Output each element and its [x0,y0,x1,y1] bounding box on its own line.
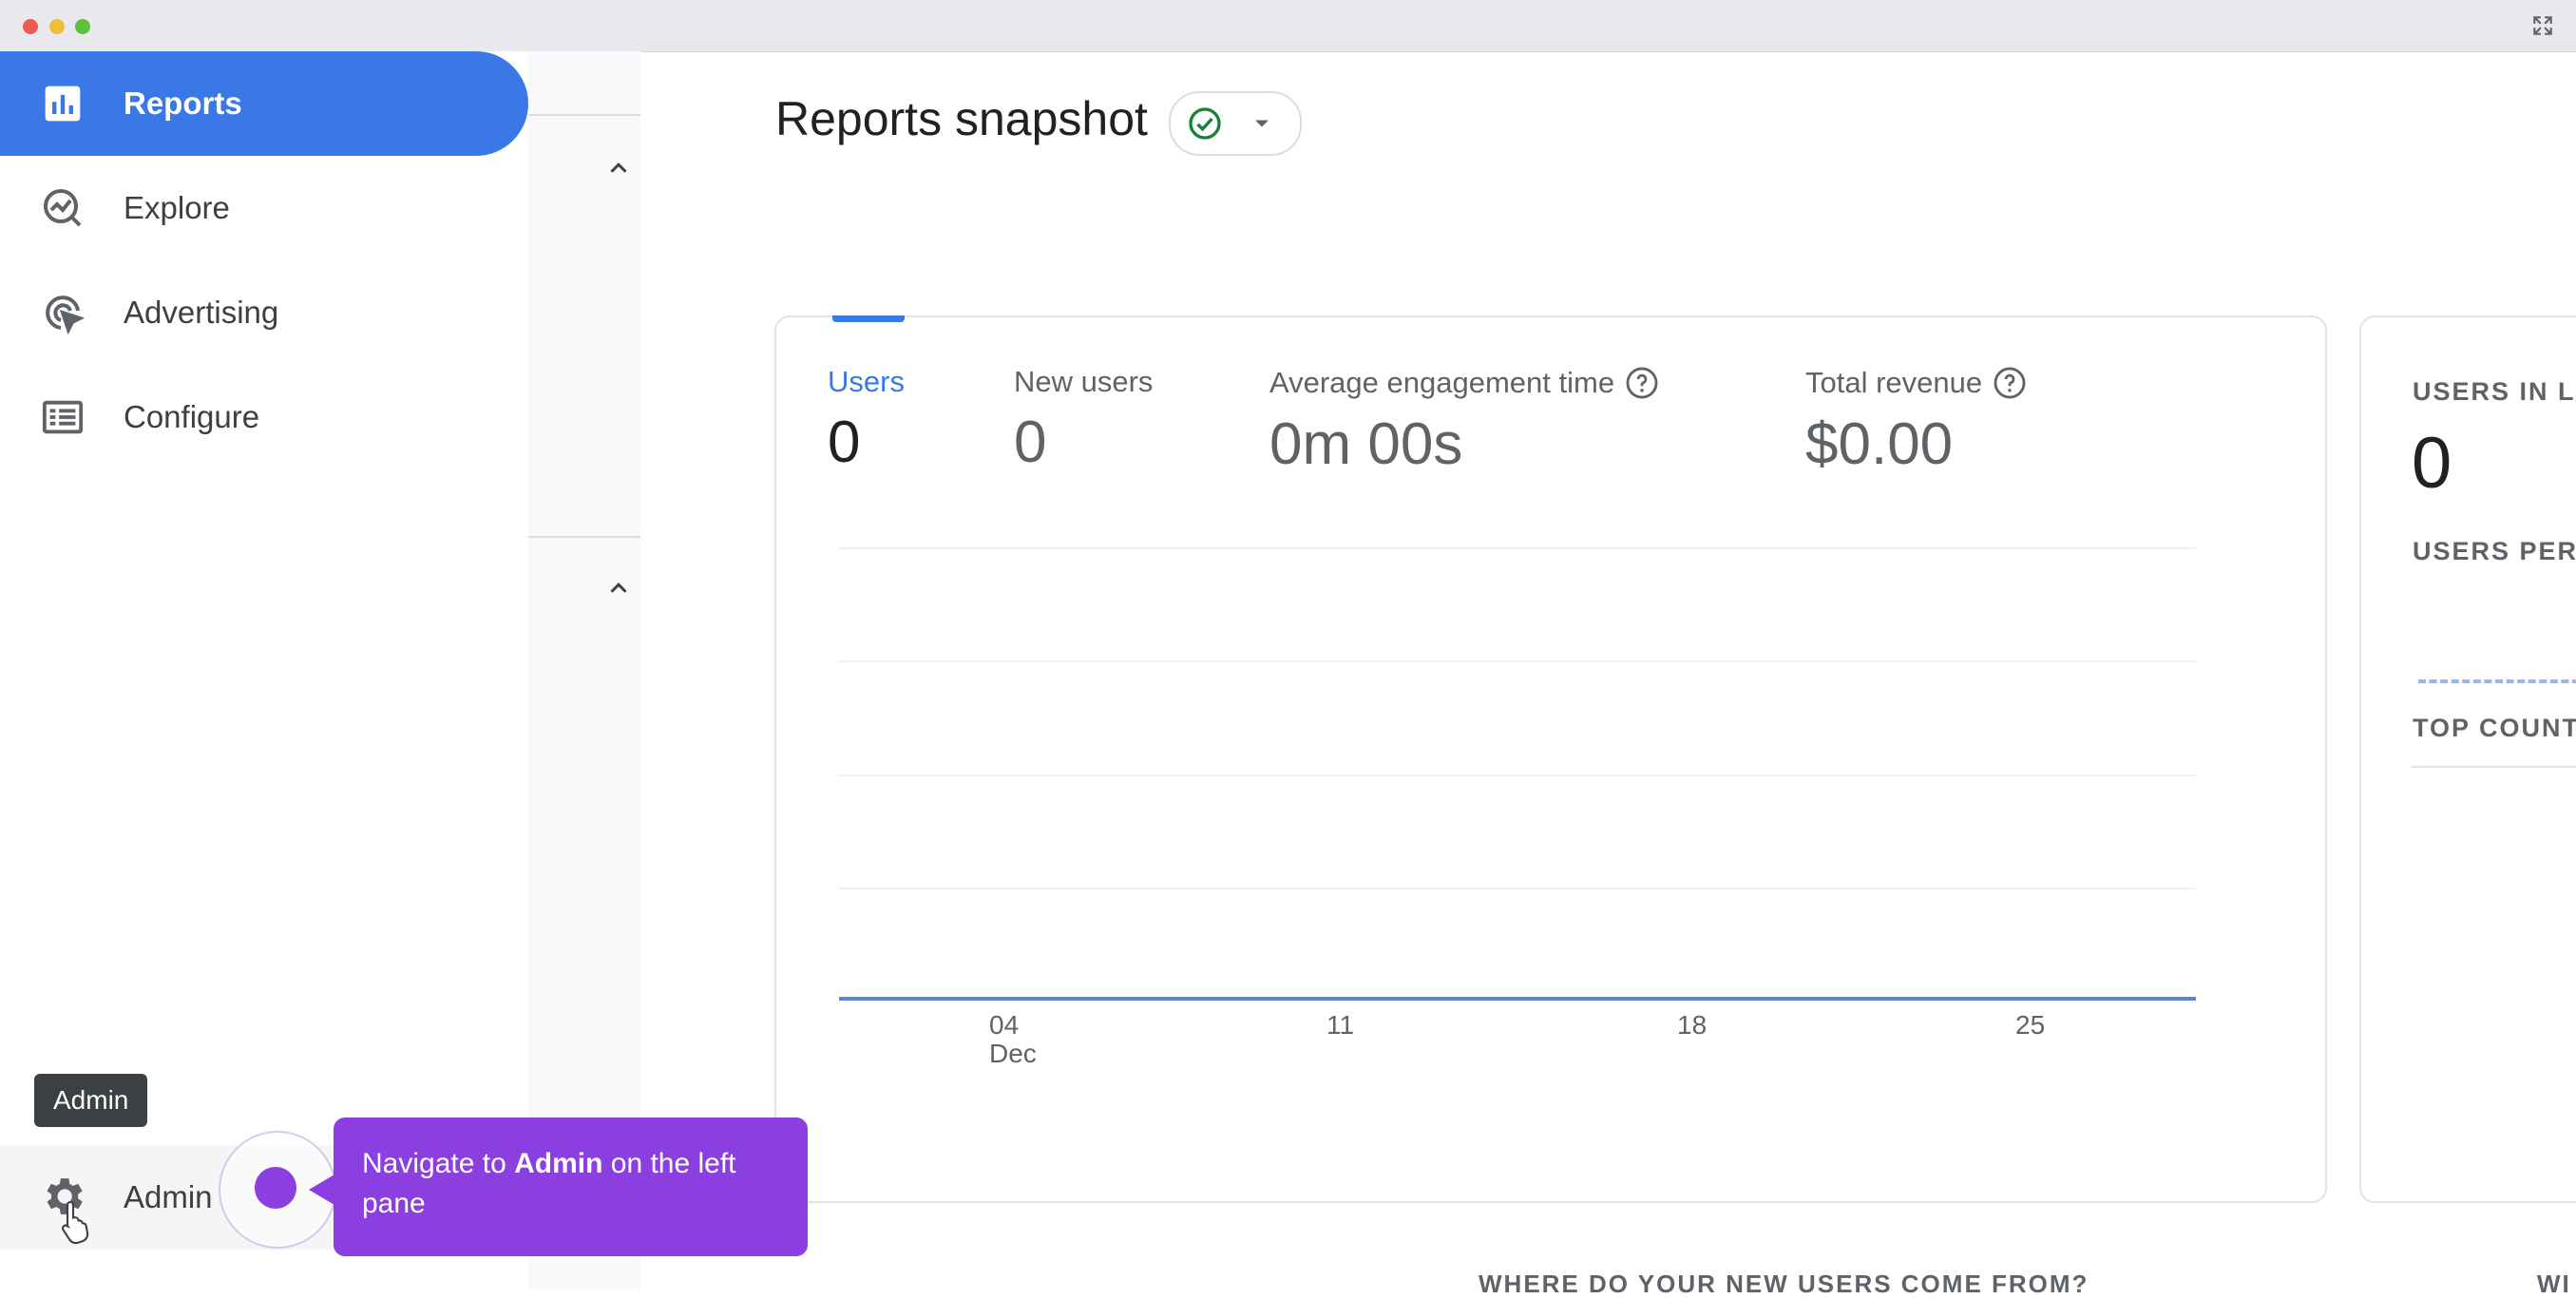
nav-item-label: Reports [124,86,242,121]
minimize-window-button[interactable] [49,19,65,34]
metric-label: Users [828,365,905,398]
close-window-button[interactable] [23,19,38,34]
metric-users[interactable]: Users 0 [828,365,905,476]
section-panel [528,51,640,1289]
active-tab-indicator [832,315,905,322]
metric-value: 0 [1014,410,1047,475]
top-countries-heading: TOP COUNT [2413,714,2576,742]
divider [2411,766,2576,768]
chart-gridline [839,547,2196,549]
chevron-up-icon[interactable] [604,574,633,602]
configure-icon [38,392,87,442]
hand-cursor-icon [61,1200,89,1245]
users-per-minute-heading: USERS PER [2413,537,2576,565]
realtime-sparkline [2418,679,2576,683]
chart-gridline [839,774,2196,776]
metric-total-revenue[interactable]: Total revenue $0.00 [1805,365,2028,478]
page-title: Reports snapshot [775,92,1148,145]
help-icon[interactable] [1992,365,2028,401]
callout-text-prefix: Navigate to [362,1148,515,1179]
chart-gridline [839,888,2196,889]
realtime-card [2359,315,2576,1203]
metric-value: 0 [828,410,861,475]
nav-item-advertising[interactable]: Advertising [0,260,528,365]
chevron-up-icon[interactable] [604,154,633,182]
caret-down-icon [1255,120,1269,127]
section-heading: WHERE DO YOUR NEW USERS COME FROM? [1479,1270,2089,1298]
check-circle-icon [1189,107,1221,140]
status-dropdown[interactable] [1169,91,1302,156]
realtime-heading: USERS IN LA [2413,377,2576,406]
callout-text-bold: Admin [514,1148,603,1179]
guide-callout: Navigate to Admin on the left pane [334,1118,808,1256]
advertising-icon [38,288,87,337]
nav-item-label: Advertising [124,295,279,330]
window-titlebar [0,0,2576,52]
metric-label-row: Average engagement time [1269,365,1660,401]
nav-item-explore[interactable]: Explore [0,156,528,260]
nav-item-label: Admin [124,1179,213,1214]
realtime-value: 0 [2412,423,2452,504]
metric-value: $0.00 [1805,411,1954,477]
nav-item-label: Explore [124,190,230,225]
admin-tooltip: Admin [34,1074,148,1127]
metric-label-row: Total revenue [1805,365,2028,401]
x-tick-label: 04 Dec [989,1011,1037,1068]
help-icon[interactable] [1624,365,1660,401]
divider [528,536,640,538]
metric-average-engagement-time[interactable]: Average engagement time 0m 00s [1269,365,1660,478]
nav-item-reports[interactable]: Reports [0,51,528,156]
overview-card [774,315,2327,1203]
explore-icon [38,183,87,233]
nav-item-label: Configure [124,399,260,434]
metric-new-users[interactable]: New users 0 [1014,365,1153,476]
fullscreen-icon[interactable] [2530,13,2555,38]
callout-text-suffix: on the left pane [362,1148,736,1219]
bar-chart-icon [38,79,87,128]
chart-gridline [839,660,2196,662]
x-tick-label: 18 [1677,1010,1708,1040]
maximize-window-button[interactable] [75,19,90,34]
x-tick-label: 11 [1326,1010,1355,1040]
x-tick-label: 25 [2015,1010,2046,1040]
section-heading: WI [2537,1270,2571,1298]
metric-label: Average engagement time [1269,366,1615,399]
x-tick-sub: Dec [989,1039,1037,1068]
divider [528,114,640,116]
metric-label: Total revenue [1805,366,1983,399]
metric-value: 0m 00s [1269,411,1463,477]
nav-item-configure[interactable]: Configure [0,365,528,469]
callout-pointer [309,1175,334,1205]
x-tick-value: 04 [989,1010,1020,1040]
metric-label: New users [1014,365,1154,398]
chart-series-line [839,997,2196,1001]
guide-hotspot[interactable] [255,1167,296,1209]
